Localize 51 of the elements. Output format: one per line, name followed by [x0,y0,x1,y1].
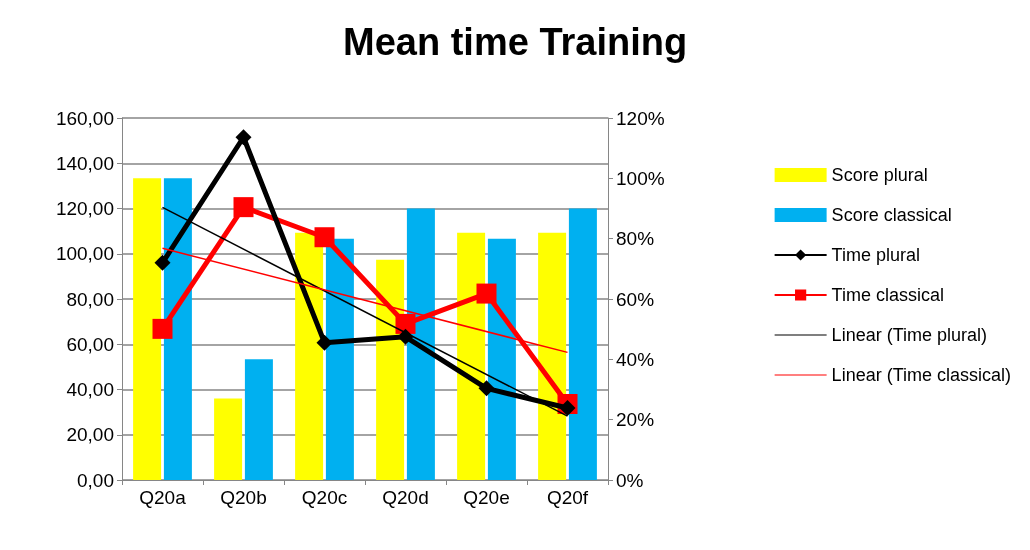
point [233,197,254,218]
point [559,400,576,417]
bar [457,232,486,480]
y2-tick-label: 60% [616,288,655,310]
bar [325,238,354,480]
point [316,334,333,351]
legend-label: Time plural [831,245,920,265]
y2-tick-label: 0% [616,469,644,491]
bar [406,208,435,480]
bar [244,359,273,480]
y-tick-label: 160,00 [55,107,114,129]
y-tick-label: 40,00 [66,379,114,400]
legend-label: Score classical [831,205,952,225]
y2-tick-label: 40% [616,348,655,370]
y-tick-label: 140,00 [55,152,114,174]
point [314,227,335,248]
y-tick-label: 60,00 [66,333,114,355]
y-tick-label: 80,00 [66,288,114,310]
point [476,283,497,304]
bar [163,178,192,480]
point [154,254,171,271]
bar [568,208,597,480]
y2-tick-label: 20% [616,409,655,431]
bar [295,232,324,480]
y-tick-label: 0,00 [77,469,114,491]
point [152,318,173,339]
bar [214,398,243,480]
bar [133,178,162,480]
bar [538,232,567,480]
bar [487,238,516,480]
legend-label: Linear (Time plural) [831,325,988,345]
x-tick-label: Q20e [463,487,510,508]
legend-label: Score plural [831,165,928,185]
bar [376,259,405,480]
point [395,313,416,334]
y2-tick-label: 100% [616,167,665,189]
y2-tick-label: 120% [616,107,665,129]
point [235,129,252,146]
legend-label: Time classical [831,285,944,305]
y-tick-label: 100,00 [55,243,114,265]
x-tick-label: Q20c [301,487,348,508]
x-tick-label: Q20d [382,487,429,508]
x-tick-label: Q20b [220,487,267,508]
y-tick-label: 20,00 [66,424,114,446]
y-tick-label: 120,00 [55,198,114,219]
chart-title: Mean time Training [343,21,688,63]
x-tick-label: Q20a [139,487,187,508]
point [478,380,495,397]
x-tick-label: Q20f [546,487,589,508]
y2-tick-label: 80% [616,228,655,250]
legend-label: Linear (Time classical) [831,365,1012,385]
